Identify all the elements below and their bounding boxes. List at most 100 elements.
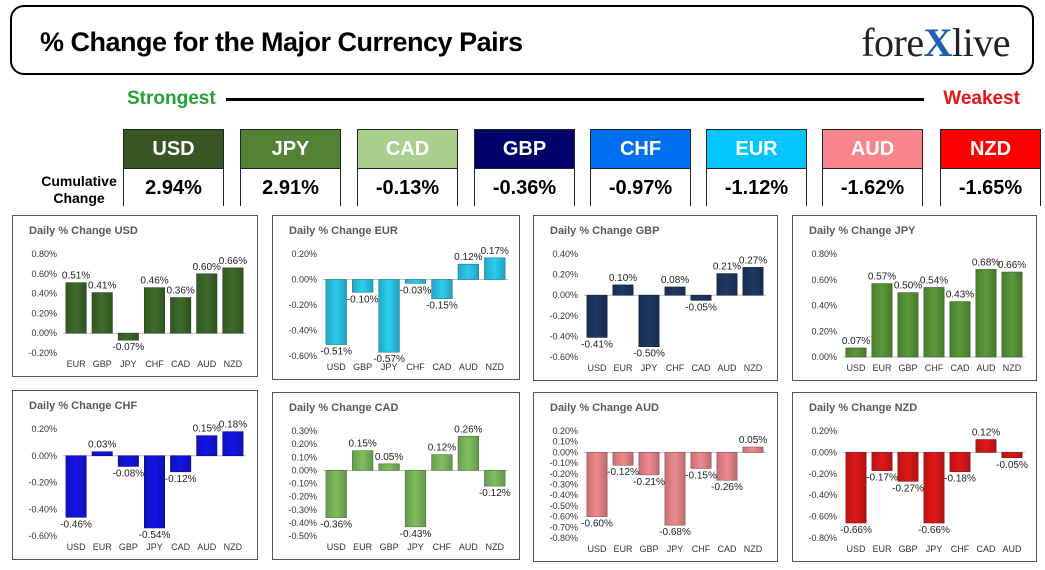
currency-cumulative-value: -0.36% xyxy=(475,169,574,207)
data-label: 0.12% xyxy=(428,443,456,454)
data-label: 0.27% xyxy=(739,255,767,266)
data-label: -0.21% xyxy=(633,477,665,488)
currency-cumulative-value: -0.97% xyxy=(591,169,690,207)
chart-gbp: Daily % Change GBP -0.60% -0.40% -0.20% 0.00… xyxy=(549,225,767,373)
y-tick-label: 0.60% xyxy=(811,275,837,285)
bar-usd xyxy=(845,452,867,524)
currency-code: AUD xyxy=(823,130,922,169)
bar-cad xyxy=(170,297,192,334)
bar-chf xyxy=(923,287,945,358)
bar-aud xyxy=(457,263,479,280)
chart-panel-usd: Daily % Change USD -0.20% 0.00% 0.20% 0.40% 0… xyxy=(12,215,258,377)
data-label: -0.10% xyxy=(347,294,379,305)
bar-eur xyxy=(91,451,113,457)
data-label: 0.07% xyxy=(842,336,870,347)
y-tick-label: -0.50% xyxy=(549,501,578,511)
bar-eur xyxy=(612,452,634,466)
y-tick-label: 0.80% xyxy=(31,249,57,259)
bar-gbp xyxy=(897,292,919,358)
y-tick-label: 0.20% xyxy=(31,424,57,434)
data-label: 0.50% xyxy=(894,281,922,292)
bar-eur xyxy=(352,450,374,471)
currency-cumulative-value: -0.13% xyxy=(358,169,457,207)
x-tick-label: CAD xyxy=(432,362,452,372)
data-label: -0.17% xyxy=(866,473,898,484)
x-tick-label: AUD xyxy=(1002,544,1022,554)
x-tick-label: AUD xyxy=(459,362,479,372)
y-tick-label: -0.20% xyxy=(288,300,317,310)
y-tick-label: -0.60% xyxy=(549,352,578,362)
x-tick-label: USD xyxy=(67,542,87,552)
chart-panel-gbp: Daily % Change GBP -0.60% -0.40% -0.20% 0.00… xyxy=(533,215,778,381)
x-tick-label: AUD xyxy=(459,542,479,552)
x-tick-label: NZD xyxy=(1003,363,1022,373)
bar-eur xyxy=(65,282,87,334)
x-tick-label: JPY xyxy=(926,544,943,554)
y-tick-label: -0.20% xyxy=(808,469,837,479)
bar-usd xyxy=(325,470,347,518)
data-label: 0.15% xyxy=(193,424,221,435)
bar-gbp xyxy=(378,463,400,471)
data-label: 0.18% xyxy=(219,420,247,431)
chart-panel-nzd: Daily % Change NZD -0.80% -0.60% -0.40% -0.2… xyxy=(792,392,1037,562)
x-tick-label: EUR xyxy=(93,542,113,552)
bar-cad xyxy=(949,301,971,358)
data-label: 0.46% xyxy=(140,276,168,287)
y-tick-label: 0.20% xyxy=(31,308,57,318)
currency-box-usd: USD 2.94% xyxy=(123,129,224,207)
bar-chf xyxy=(404,279,427,284)
data-label: -0.68% xyxy=(659,527,691,538)
data-label: 0.15% xyxy=(348,439,376,450)
ranking-line xyxy=(226,98,924,101)
x-tick-label: EUR xyxy=(613,544,633,554)
y-tick-label: -0.80% xyxy=(808,533,837,543)
bar-eur xyxy=(871,283,893,358)
chart-usd: Daily % Change USD -0.20% 0.00% 0.20% 0.40% 0… xyxy=(28,225,247,369)
data-label: -0.15% xyxy=(685,470,717,481)
x-tick-label: NZD xyxy=(486,542,505,552)
y-tick-label: 0.20% xyxy=(291,439,317,449)
chart-panel-aud: Daily % Change AUD -0.80% -0.70% -0.60% -0.5… xyxy=(533,392,778,562)
bar-nzd xyxy=(222,267,244,334)
chart-chf: Daily % Change CHF -0.60% -0.40% -0.20% 0.00… xyxy=(28,400,247,552)
bar-cad xyxy=(716,452,738,481)
bar-aud xyxy=(716,273,738,296)
x-tick-label: USD xyxy=(846,544,866,554)
y-tick-label: -0.40% xyxy=(288,326,317,336)
bar-chf xyxy=(949,452,971,472)
bar-gbp xyxy=(638,452,660,476)
data-label: -0.18% xyxy=(944,474,976,485)
bar-chf xyxy=(664,286,686,296)
data-label: 0.60% xyxy=(193,262,221,273)
bar-jpy xyxy=(144,455,165,529)
x-tick-label: AUD xyxy=(197,542,217,552)
y-tick-label: 0.10% xyxy=(291,452,317,462)
y-tick-label: -0.20% xyxy=(549,311,578,321)
strongest-label: Strongest xyxy=(127,88,216,109)
bar-jpy xyxy=(664,452,686,526)
bar-cad xyxy=(975,439,997,453)
chart-eur: Daily % Change EUR -0.60% -0.40% -0.20% 0.00… xyxy=(288,225,509,372)
y-tick-label: 0.00% xyxy=(552,447,578,457)
title-box: % Change for the Major Currency Pairs fo… xyxy=(10,5,1034,75)
data-label: 0.10% xyxy=(609,273,637,284)
y-tick-label: 0.60% xyxy=(31,269,57,279)
x-tick-label: CHF xyxy=(692,544,711,554)
y-tick-label: -0.10% xyxy=(288,479,317,489)
x-tick-label: CAD xyxy=(691,363,711,373)
data-label: -0.12% xyxy=(607,467,639,478)
chart-title: Daily % Change GBP xyxy=(550,225,659,237)
data-label: -0.05% xyxy=(996,460,1028,471)
bar-nzd xyxy=(742,267,764,296)
data-label: 0.05% xyxy=(739,435,767,446)
currency-code: CHF xyxy=(591,130,690,169)
currency-code: NZD xyxy=(941,130,1040,169)
x-tick-label: NZD xyxy=(224,542,243,552)
logo-part1: fore xyxy=(861,20,924,65)
bar-gbp xyxy=(897,452,919,482)
data-label: -0.46% xyxy=(60,519,92,530)
bar-aud xyxy=(196,435,218,457)
data-label: -0.08% xyxy=(113,468,145,479)
currency-box-cad: CAD -0.13% xyxy=(357,129,458,207)
x-tick-label: GBP xyxy=(119,542,138,552)
